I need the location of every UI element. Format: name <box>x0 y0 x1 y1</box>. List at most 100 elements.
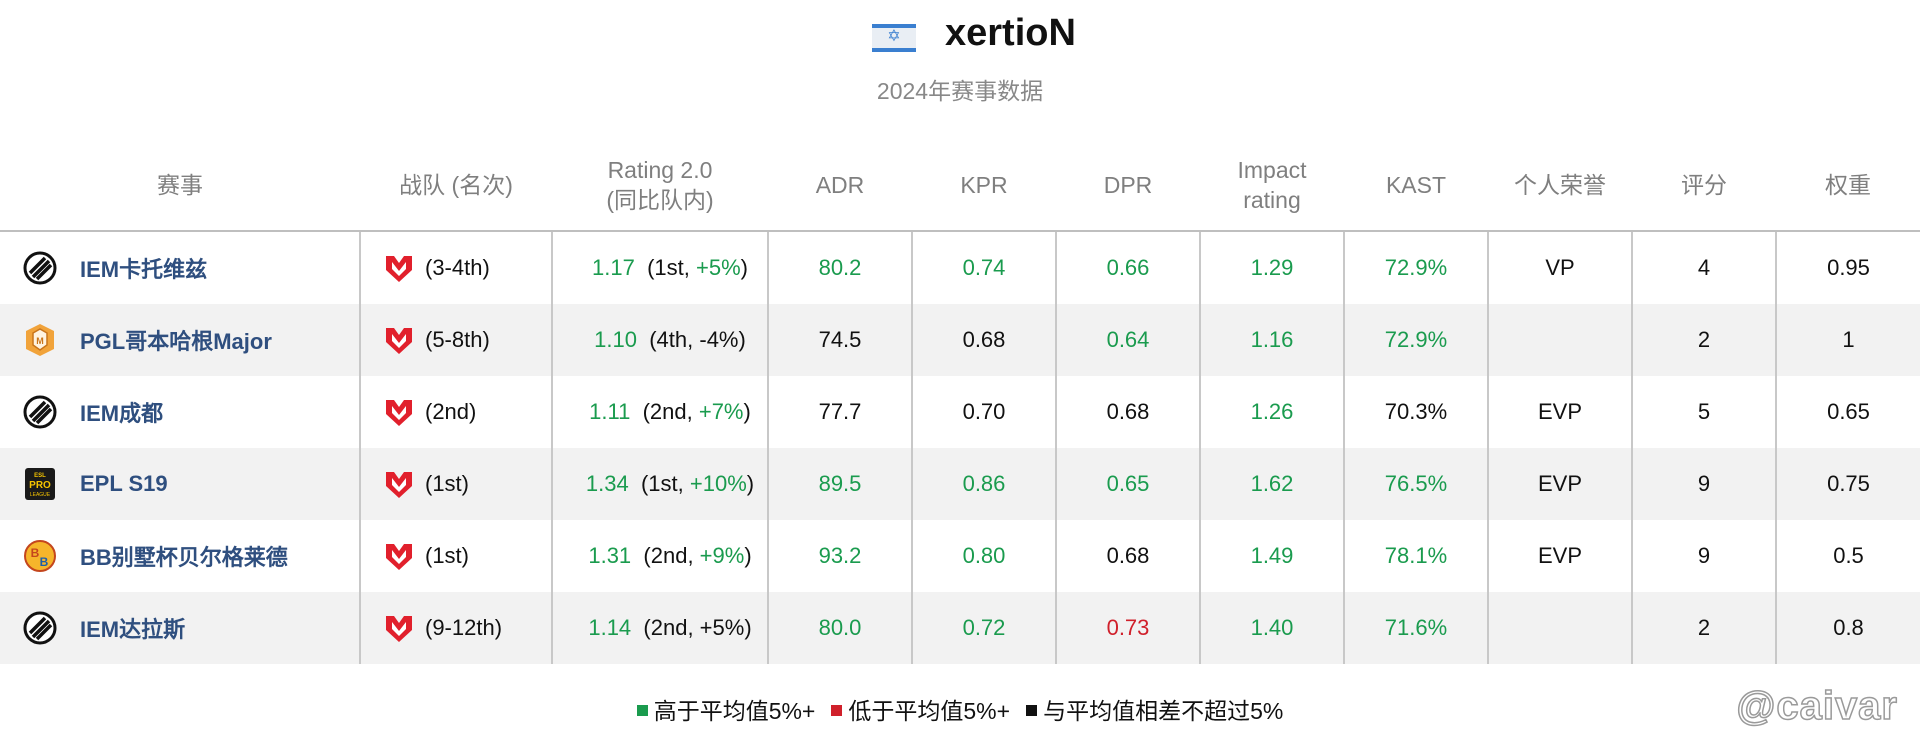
adr-value: 74.5 <box>818 327 862 352</box>
impact-cell: 1.40 <box>1200 592 1345 664</box>
score-cell: 9 <box>1632 520 1777 592</box>
honor-value: VP <box>1545 255 1575 280</box>
weight-cell: 1 <box>1776 304 1920 376</box>
adr-value: 93.2 <box>818 543 862 568</box>
rating-close: ) <box>746 471 755 496</box>
team-cell: (5-8th) <box>360 304 553 376</box>
legend-item: 高于平均值5%+ <box>636 698 816 724</box>
mouz-logo-icon <box>383 612 415 644</box>
rating-cell: 1.31 (2nd, +9%) <box>552 520 769 592</box>
dpr-cell: 0.65 <box>1056 448 1201 520</box>
adr-cell: 80.2 <box>768 231 913 304</box>
mouz-logo-icon <box>383 324 415 356</box>
kast-cell: 70.3% <box>1344 376 1489 448</box>
svg-text:PRO: PRO <box>29 480 51 491</box>
israel-flag-icon: ✡ <box>872 24 916 52</box>
rating-cell: 1.14 (2nd, +5%) <box>552 592 769 664</box>
weight-cell: 0.8 <box>1776 592 1920 664</box>
rating-value: 1.31 <box>588 543 632 568</box>
header: ✡ xertioN 2024年赛事数据 <box>0 0 1920 120</box>
svg-text:B: B <box>40 555 49 569</box>
svg-text:ESL: ESL <box>34 473 46 479</box>
adr-cell: 74.5 <box>768 304 913 376</box>
rating-cell: 1.11 (2nd, +7%) <box>552 376 769 448</box>
team-cell: (1st) <box>360 520 553 592</box>
legend-item: 低于平均值5%+ <box>831 698 1010 724</box>
svg-text:LEAGUE: LEAGUE <box>30 492 51 498</box>
legend-label: 高于平均值5%+ <box>653 698 816 724</box>
event-cell: IEM卡托维兹 <box>0 231 361 304</box>
dpr-cell: 0.64 <box>1056 304 1201 376</box>
rating-close: ) <box>738 327 746 352</box>
kast-cell: 71.6% <box>1344 592 1489 664</box>
rating-close: ) <box>744 543 752 568</box>
impact-value: 1.26 <box>1250 399 1294 424</box>
weight-value: 1 <box>1842 327 1855 352</box>
iem-logo-icon <box>22 394 58 430</box>
rating-close: ) <box>740 255 748 280</box>
impact-cell: 1.16 <box>1200 304 1345 376</box>
rating-diff: +5% <box>699 615 745 640</box>
rating-diff: +10% <box>689 471 747 496</box>
adr-cell: 93.2 <box>768 520 913 592</box>
rating-value: 1.34 <box>585 471 629 496</box>
impact-cell: 1.29 <box>1200 231 1345 304</box>
rating-cell: 1.34 (1st, +10%) <box>552 448 769 520</box>
honor-cell: EVP <box>1488 376 1633 448</box>
dpr-value: 0.68 <box>1106 399 1150 424</box>
rating-rank: (2nd, <box>642 399 699 424</box>
impact-cell: 1.49 <box>1200 520 1345 592</box>
rating-close: ) <box>743 399 751 424</box>
impact-value: 1.49 <box>1250 543 1294 568</box>
team-placement: (1st) <box>425 543 469 568</box>
weight-value: 0.65 <box>1827 399 1870 424</box>
score-cell: 2 <box>1632 592 1777 664</box>
score-cell: 4 <box>1632 231 1777 304</box>
adr-value: 80.2 <box>818 255 862 280</box>
rating-value: 1.11 <box>589 399 631 424</box>
event-name: IEM卡托维兹 <box>80 257 208 282</box>
team-cell: (1st) <box>360 448 553 520</box>
kast-value: 72.9% <box>1384 255 1448 280</box>
weight-value: 0.8 <box>1833 615 1864 640</box>
event-cell: ESL PRO LEAGUE EPL S19 <box>0 448 361 520</box>
team-cell: (3-4th) <box>360 231 553 304</box>
dpr-cell: 0.68 <box>1056 376 1201 448</box>
kast-value: 72.9% <box>1384 327 1448 352</box>
kpr-cell: 0.68 <box>912 304 1057 376</box>
legend-label: 低于平均值5%+ <box>848 698 1011 724</box>
team-placement: (1st) <box>425 471 469 496</box>
pgl-logo-icon: M <box>22 322 58 358</box>
event-cell: IEM成都 <box>0 376 361 448</box>
event-name: EPL S19 <box>80 471 168 496</box>
mouz-logo-icon <box>383 396 415 428</box>
kpr-cell: 0.70 <box>912 376 1057 448</box>
rating-rank: (2nd, <box>643 615 700 640</box>
adr-cell: 89.5 <box>768 448 913 520</box>
rating-diff: +9% <box>699 543 745 568</box>
rating-value: 1.10 <box>594 327 637 352</box>
score-value: 4 <box>1697 255 1711 280</box>
adr-cell: 77.7 <box>768 376 913 448</box>
legend-item: 与平均值相差不超过5% <box>1026 698 1283 724</box>
impact-value: 1.62 <box>1250 471 1294 496</box>
event-name: PGL哥本哈根Major <box>80 329 272 354</box>
iem-logo-icon <box>22 250 58 286</box>
adr-value: 89.5 <box>818 471 862 496</box>
rating-value: 1.14 <box>588 615 632 640</box>
mouz-logo-icon <box>383 468 415 500</box>
event-cell: M PGL哥本哈根Major <box>0 304 361 376</box>
dpr-value: 0.68 <box>1106 543 1150 568</box>
honor-value: EVP <box>1537 471 1583 496</box>
team-placement: (5-8th) <box>425 327 490 352</box>
kast-value: 70.3% <box>1384 399 1448 424</box>
rating-diff: +7% <box>698 399 744 424</box>
kpr-value: 0.70 <box>962 399 1006 424</box>
honor-value: EVP <box>1537 543 1583 568</box>
rating-cell: 1.10 (4th, -4%) <box>552 304 769 376</box>
rating-diff: -4% <box>699 327 739 352</box>
column-header: KAST <box>1344 140 1488 232</box>
rating-rank: (1st, <box>647 255 696 280</box>
dpr-value: 0.64 <box>1106 327 1150 352</box>
